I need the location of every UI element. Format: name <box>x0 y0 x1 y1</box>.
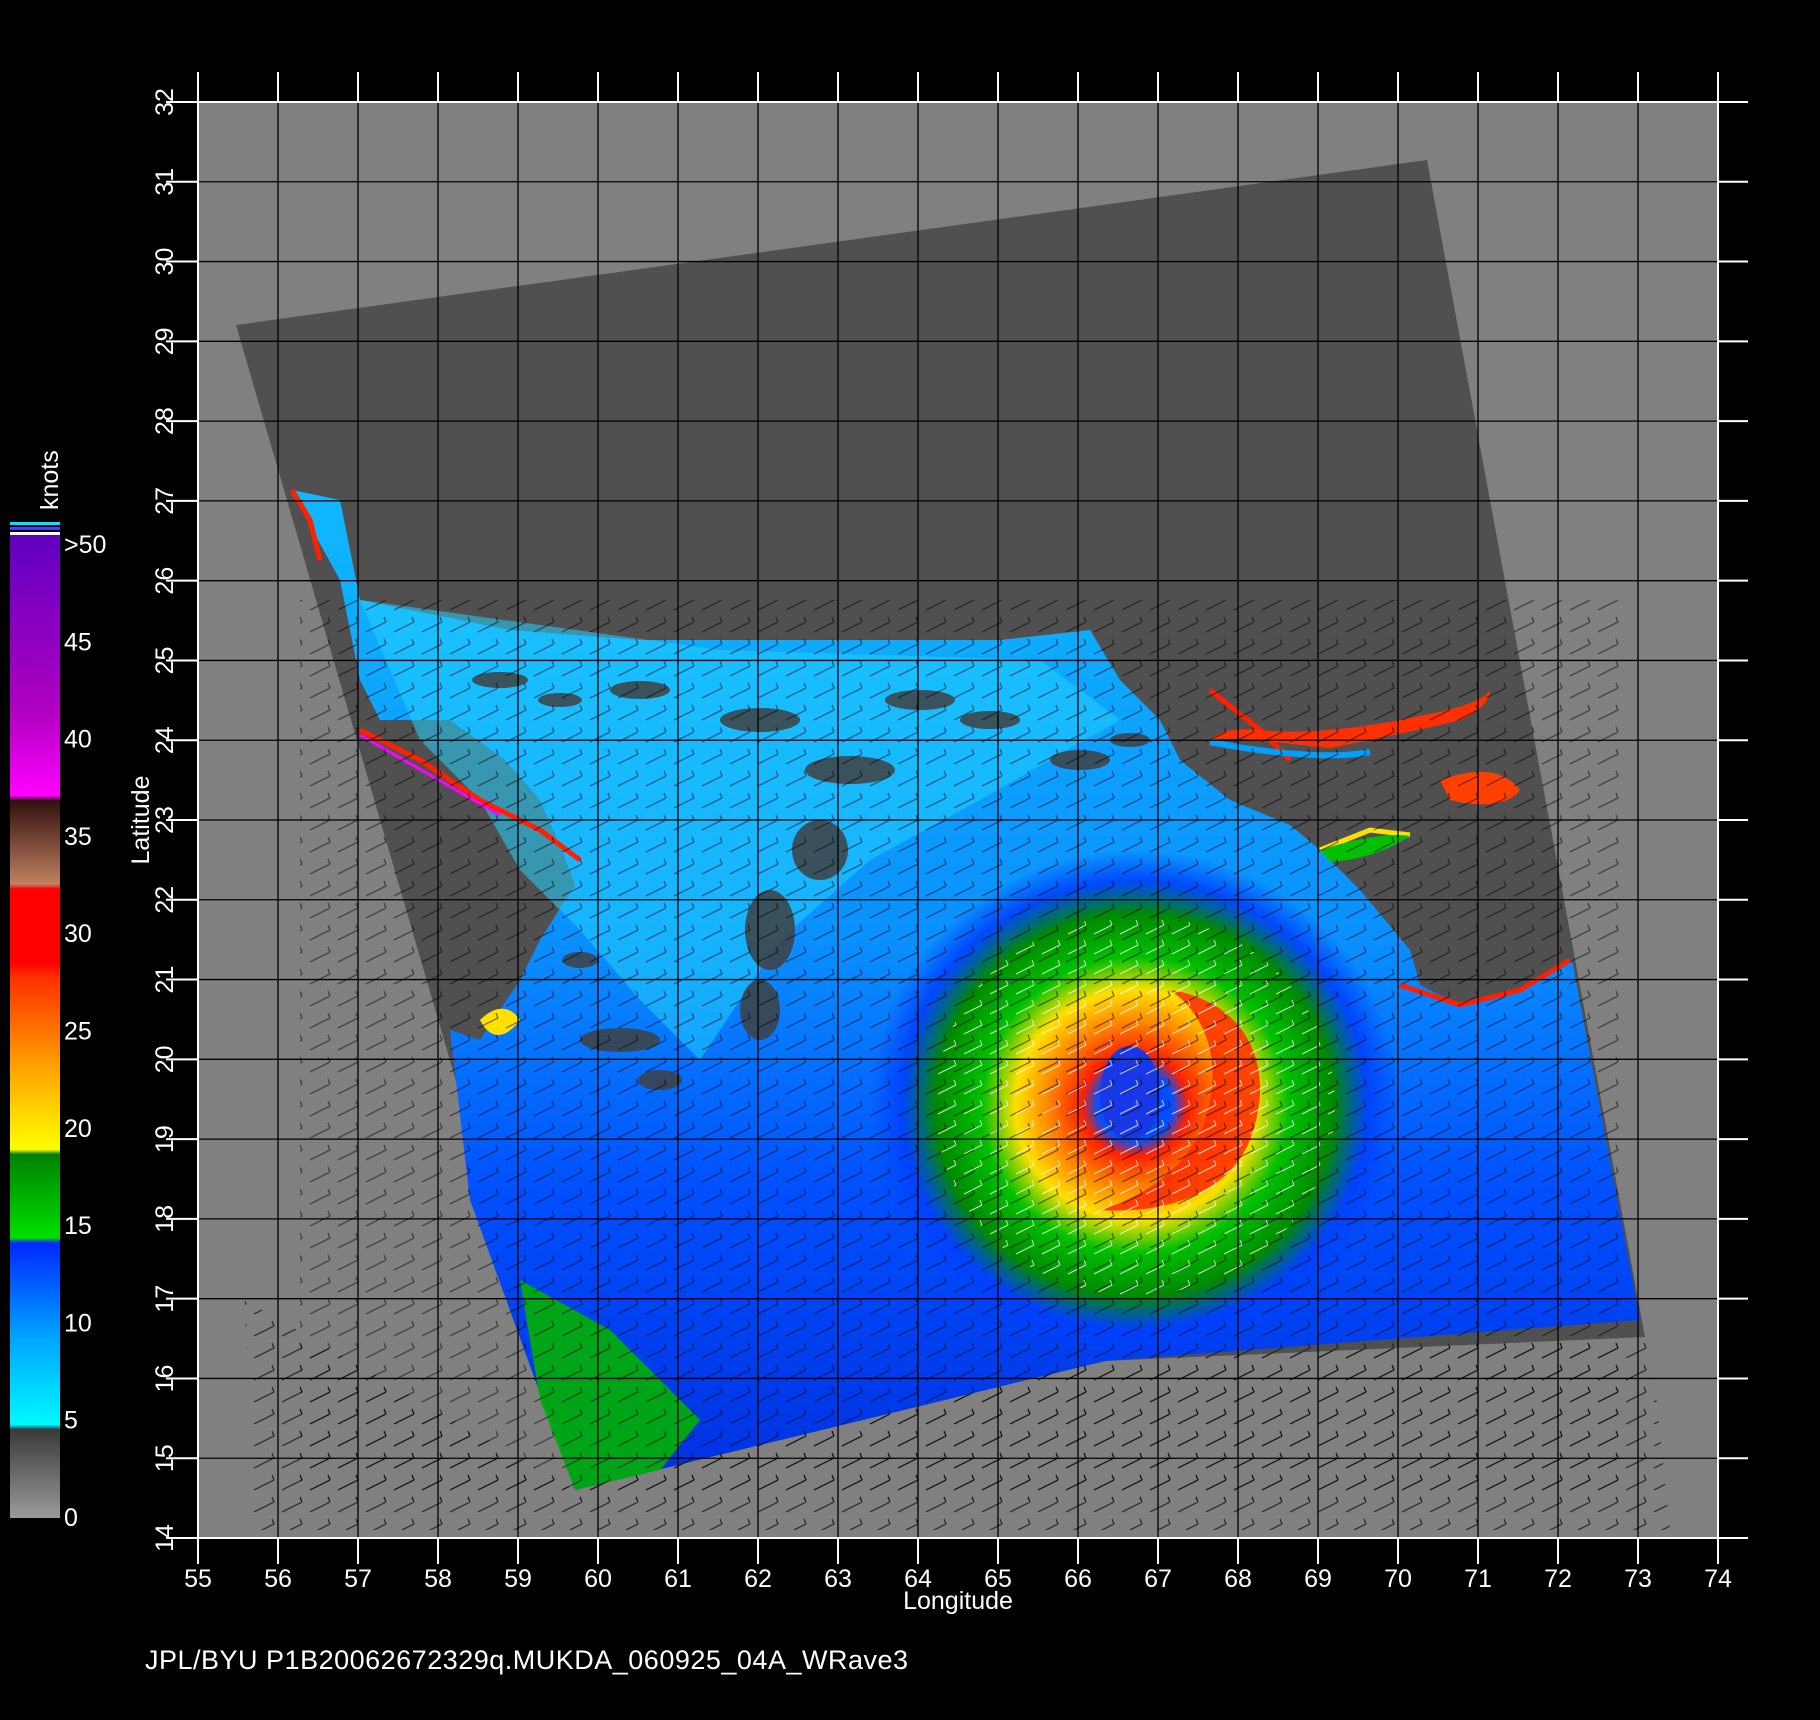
data-source-caption: JPL/BYU P1B20062672329q.MUKDA_060925_04A… <box>145 1645 909 1675</box>
lat-tick-label: 14 <box>151 1524 179 1552</box>
lon-tick-label: 70 <box>1384 1565 1412 1593</box>
lon-tick-label: 62 <box>744 1565 772 1593</box>
colorbar-label: 5 <box>64 1407 78 1435</box>
lat-tick-label: 16 <box>151 1365 179 1393</box>
colorbar-label: 40 <box>64 726 92 754</box>
lon-tick-label: 65 <box>984 1565 1012 1593</box>
lat-tick-label: 20 <box>151 1045 179 1073</box>
lat-tick-label: 18 <box>151 1205 179 1233</box>
colorbar-top-marker-cyan <box>10 522 60 525</box>
lat-tick-label: 26 <box>151 567 179 595</box>
x-axis-title: Longitude <box>903 1587 1013 1615</box>
lat-tick-label: 22 <box>151 886 179 914</box>
lon-tick-label: 64 <box>904 1565 932 1593</box>
colorbar-label: >50 <box>64 531 106 559</box>
y-axis-title: Latitude <box>127 776 155 865</box>
colorbar-label: 20 <box>64 1115 92 1143</box>
lat-lon-grid <box>198 102 1718 1538</box>
lon-tick-label: 69 <box>1304 1565 1332 1593</box>
lat-tick-label: 29 <box>151 327 179 355</box>
longitude-tick-labels: 55 56 57 58 59 60 61 62 63 64 65 66 67 68 69 70 71 72 73 74 <box>184 1565 1732 1593</box>
lon-tick-label: 59 <box>504 1565 532 1593</box>
lon-tick-label: 58 <box>424 1565 452 1593</box>
lon-tick-label: 55 <box>184 1565 212 1593</box>
lat-tick-label: 32 <box>151 88 179 116</box>
lat-tick-label: 17 <box>151 1285 179 1313</box>
lon-tick-label: 74 <box>1704 1565 1732 1593</box>
axis-ticks <box>166 72 1748 1564</box>
lon-tick-label: 60 <box>584 1565 612 1593</box>
colorbar-top-marker-white <box>10 532 60 535</box>
lat-tick-label: 15 <box>151 1444 179 1472</box>
lat-tick-label: 31 <box>151 168 179 196</box>
lon-tick-label: 63 <box>824 1565 852 1593</box>
colorbar-label: 0 <box>64 1504 78 1532</box>
lon-tick-label: 73 <box>1624 1565 1652 1593</box>
lon-tick-label: 72 <box>1544 1565 1572 1593</box>
lon-tick-label: 68 <box>1224 1565 1252 1593</box>
lon-tick-label: 61 <box>664 1565 692 1593</box>
colorbar-labels: 0 5 10 15 20 25 30 35 40 45 >50 <box>64 531 106 1532</box>
lat-tick-label: 25 <box>151 647 179 675</box>
colorbar-top-marker-blue <box>10 527 60 530</box>
lon-tick-label: 56 <box>264 1565 292 1593</box>
lon-tick-label: 71 <box>1464 1565 1492 1593</box>
colorbar <box>10 535 60 1518</box>
colorbar-label: 15 <box>64 1212 92 1240</box>
wind-barbs-storm <box>935 915 1335 1295</box>
lon-tick-label: 67 <box>1144 1565 1172 1593</box>
colorbar-legend: knots 0 5 10 15 20 25 30 35 40 45 >50 <box>10 450 106 1532</box>
latitude-tick-labels: 14 15 16 17 18 19 20 21 22 23 24 25 26 27 28 29 30 31 32 <box>151 88 179 1552</box>
lat-tick-label: 24 <box>151 726 179 754</box>
colorbar-label: 45 <box>64 628 92 656</box>
colorbar-label: 30 <box>64 920 92 948</box>
lon-tick-label: 66 <box>1064 1565 1092 1593</box>
lat-tick-label: 28 <box>151 407 179 435</box>
lat-tick-label: 23 <box>151 806 179 834</box>
wind-barbs-outer <box>245 1300 1670 1530</box>
colorbar-unit: knots <box>36 450 64 510</box>
colorbar-label: 25 <box>64 1018 92 1046</box>
lat-tick-label: 27 <box>151 487 179 515</box>
lat-tick-label: 19 <box>151 1125 179 1153</box>
lat-tick-label: 21 <box>151 966 179 994</box>
colorbar-label: 35 <box>64 823 92 851</box>
colorbar-label: 10 <box>64 1309 92 1337</box>
lat-tick-label: 30 <box>151 248 179 276</box>
lon-tick-label: 57 <box>344 1565 372 1593</box>
